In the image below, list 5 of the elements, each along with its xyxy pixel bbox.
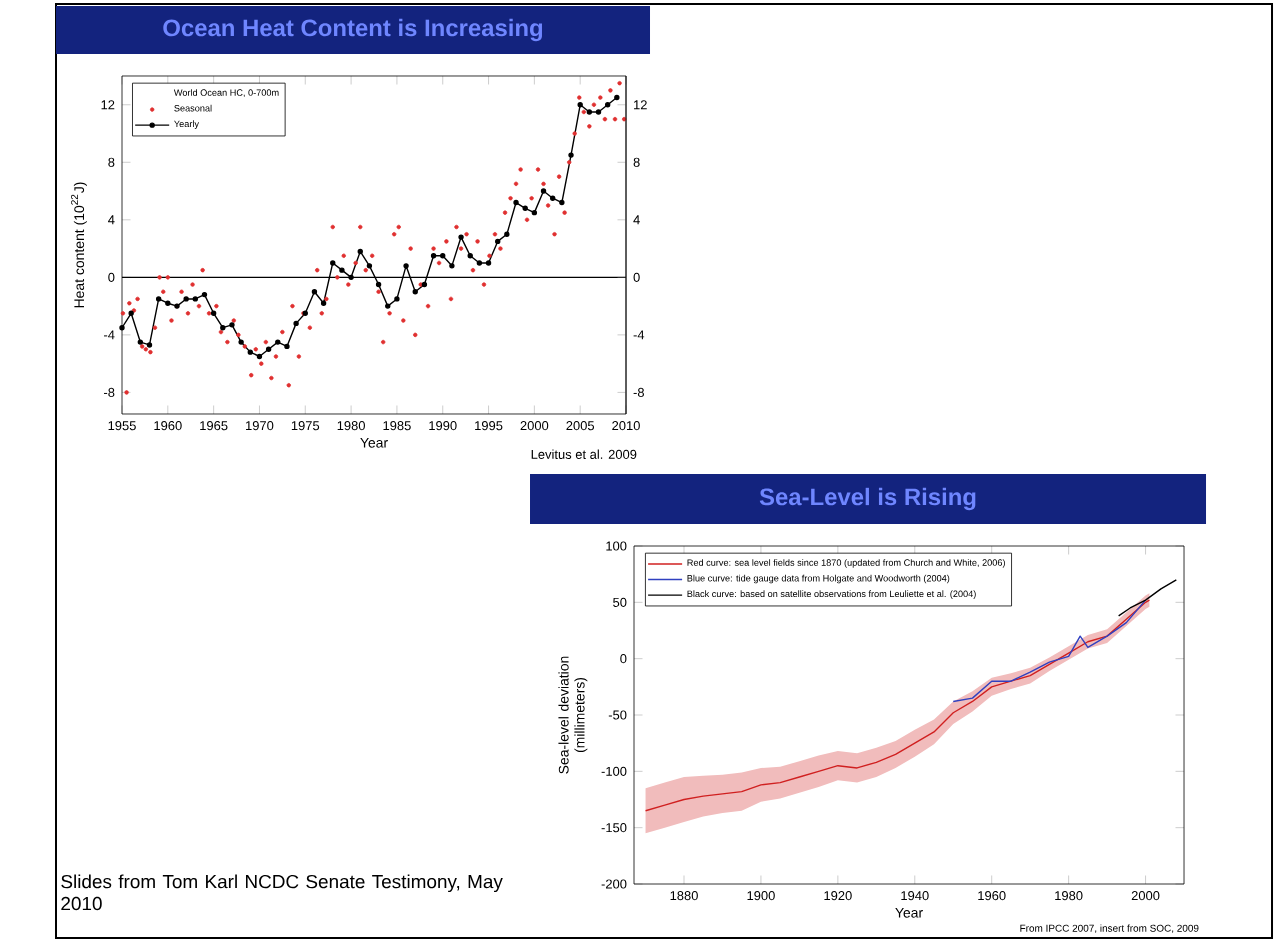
- chart-title: Sea-Level is Rising: [759, 487, 976, 511]
- line-series: [952, 599, 1147, 703]
- line-series: [1117, 579, 1178, 617]
- text: Slides from Tom Karl NCDC Senate Testimony, May 2010: [61, 874, 503, 911]
- chart-title: Ocean Heat Content is Increasing: [163, 18, 543, 42]
